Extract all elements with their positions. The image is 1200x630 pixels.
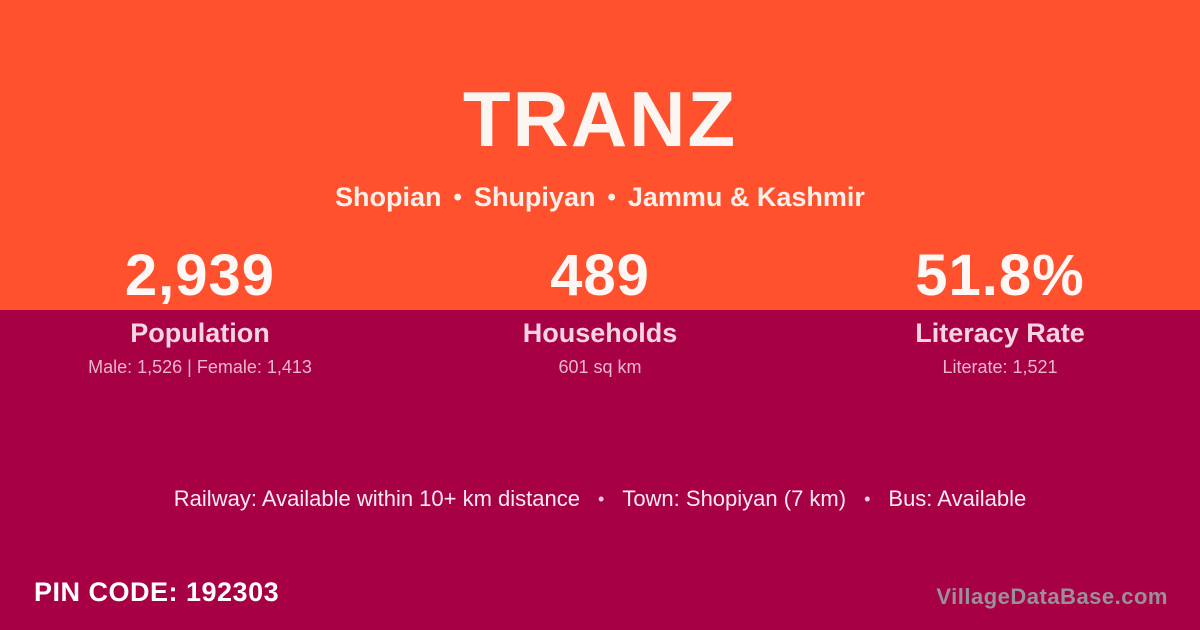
stat-population: 2,939 Population Male: 1,526 | Female: 1…	[0, 244, 400, 378]
site-watermark: VillageDataBase.com	[936, 584, 1168, 609]
location-state: Jammu & Kashmir	[627, 182, 865, 212]
population-detail: Male: 1,526 | Female: 1,413	[88, 357, 312, 377]
header-band	[0, 0, 1200, 310]
separator-dot: •	[598, 489, 605, 509]
separator-dot: •	[607, 183, 616, 211]
separator-dot: •	[453, 183, 462, 211]
households-detail: 601 sq km	[558, 357, 642, 377]
households-label: Households	[522, 318, 678, 348]
bus-info: Bus: Available	[888, 486, 1027, 511]
town-info: Town: Shopiyan (7 km)	[622, 486, 847, 511]
railway-info: Railway: Available within 10+ km distanc…	[173, 486, 580, 511]
body-band	[0, 310, 1200, 630]
location-district: Shupiyan	[473, 182, 596, 212]
stat-literacy: 51.8% Literacy Rate Literate: 1,521	[800, 244, 1200, 378]
stat-households: 489 Households 601 sq km	[400, 244, 800, 378]
amenities-line: Railway: Available within 10+ km distanc…	[0, 486, 1200, 512]
population-label: Population	[130, 318, 270, 348]
stats-row: 2,939 Population Male: 1,526 | Female: 1…	[0, 244, 1200, 378]
households-value: 489	[550, 243, 650, 308]
literacy-label: Literacy Rate	[915, 318, 1085, 348]
location-tehsil: Shopian	[335, 182, 442, 212]
village-name-title: TRANZ	[462, 75, 738, 163]
population-value: 2,939	[124, 243, 276, 308]
separator-dot: •	[864, 489, 871, 509]
location-breadcrumb: Shopian • Shupiyan • Jammu & Kashmir	[0, 182, 1200, 213]
literacy-detail: Literate: 1,521	[942, 357, 1058, 377]
pin-code: PIN CODE: 192303	[34, 577, 280, 607]
literacy-value: 51.8%	[915, 243, 1085, 308]
